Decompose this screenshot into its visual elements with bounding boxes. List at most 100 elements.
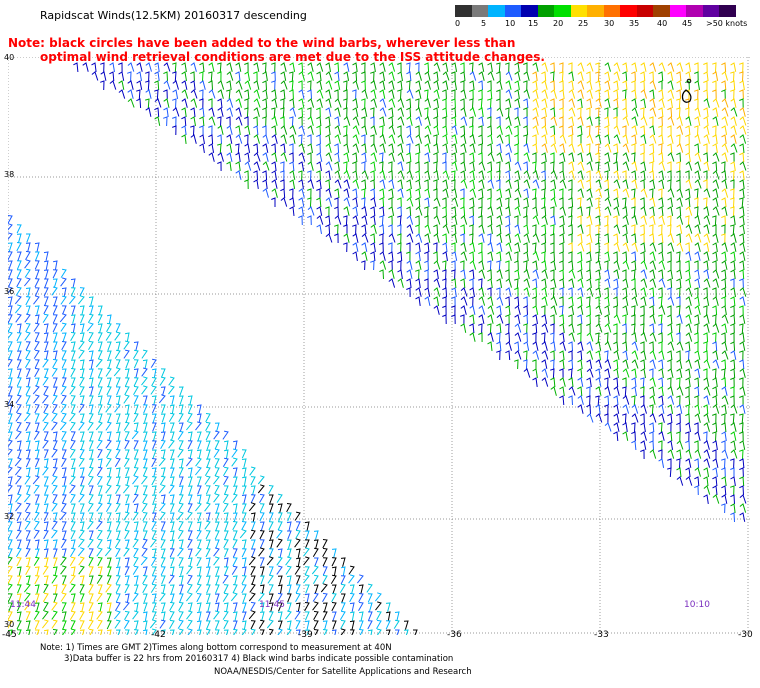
wind-barb xyxy=(276,538,283,548)
wind-barb xyxy=(730,341,736,352)
wind-barb xyxy=(181,134,187,144)
wind-barb xyxy=(149,619,157,629)
wind-barb xyxy=(649,305,655,316)
wind-barb xyxy=(703,458,711,468)
wind-barb xyxy=(622,332,627,343)
wind-barb xyxy=(658,431,665,441)
wind-barb xyxy=(577,341,584,351)
wind-barb xyxy=(739,224,745,234)
wind-barb xyxy=(730,359,736,370)
wind-barb xyxy=(424,179,429,190)
wind-barb xyxy=(694,395,699,406)
wind-barb xyxy=(160,629,166,635)
wind-barb xyxy=(388,71,395,81)
wind-barb xyxy=(123,547,130,557)
wind-barb xyxy=(352,62,358,72)
wind-barb xyxy=(406,278,412,288)
wind-barb xyxy=(33,556,40,566)
wind-barb xyxy=(161,422,166,432)
wind-barb xyxy=(188,521,193,531)
wind-barb xyxy=(159,592,166,602)
wind-barb xyxy=(88,602,94,612)
wind-barb xyxy=(523,152,530,162)
wind-barb xyxy=(61,287,67,297)
lat-label-34: 34 xyxy=(4,400,15,409)
wind-barb xyxy=(595,80,601,90)
wind-barb xyxy=(224,530,229,540)
wind-barb xyxy=(304,620,310,630)
wind-barb xyxy=(8,422,13,432)
wind-barb xyxy=(16,224,22,234)
wind-barb xyxy=(487,152,495,162)
wind-barb xyxy=(177,547,184,557)
wind-barb xyxy=(721,449,729,459)
wind-barb xyxy=(649,179,656,189)
wind-barb xyxy=(613,422,620,432)
wind-barb xyxy=(523,62,528,72)
wind-barb xyxy=(568,224,573,235)
wind-barb xyxy=(505,278,512,288)
wind-barb xyxy=(631,287,638,297)
wind-barb xyxy=(379,125,384,136)
wind-barb xyxy=(505,89,513,99)
wind-barb xyxy=(271,188,278,198)
wind-barb xyxy=(406,206,412,217)
wind-barb xyxy=(631,71,636,82)
wind-barb xyxy=(8,251,13,261)
wind-barb xyxy=(361,197,366,208)
wind-barb xyxy=(52,494,58,504)
wind-barb xyxy=(343,233,350,243)
wind-barb xyxy=(322,592,328,603)
wind-barb xyxy=(586,197,593,207)
wind-barb xyxy=(487,305,495,315)
wind-barb xyxy=(397,71,403,81)
wind-barb xyxy=(577,296,583,307)
wind-barb xyxy=(15,412,22,422)
wind-barb xyxy=(322,566,328,576)
wind-barb xyxy=(42,610,49,620)
wind-barb xyxy=(352,215,359,225)
wind-barb xyxy=(712,161,718,172)
wind-barb xyxy=(424,161,429,172)
wind-barb xyxy=(151,467,157,477)
wind-barb xyxy=(160,584,166,594)
wind-barb xyxy=(712,467,718,477)
wind-barb xyxy=(190,80,196,90)
wind-barb xyxy=(568,80,574,90)
wind-barb xyxy=(667,98,673,108)
legend-swatch xyxy=(587,5,604,17)
wind-barb xyxy=(298,161,305,171)
wind-barb xyxy=(213,556,220,566)
wind-barb xyxy=(361,170,369,180)
wind-barb xyxy=(712,80,717,90)
wind-barb xyxy=(196,557,202,567)
wind-barb xyxy=(424,89,429,100)
wind-barb xyxy=(460,296,468,306)
wind-barb xyxy=(24,277,31,287)
wind-barb xyxy=(34,359,40,369)
wind-barb xyxy=(514,134,519,145)
wind-barb xyxy=(145,71,150,82)
wind-barb xyxy=(676,359,683,369)
wind-barb xyxy=(133,584,139,594)
wind-barb xyxy=(25,350,31,360)
wind-barb xyxy=(370,152,377,162)
wind-barb xyxy=(739,89,744,100)
wind-barb xyxy=(244,143,251,153)
wind-barb xyxy=(667,143,673,154)
wind-barb xyxy=(613,368,619,378)
wind-barb xyxy=(712,494,720,504)
wind-barb xyxy=(232,476,238,486)
wind-barb xyxy=(241,476,247,486)
wind-barb xyxy=(568,233,573,243)
wind-barb xyxy=(460,206,466,217)
wind-barb xyxy=(550,125,556,136)
wind-barb xyxy=(478,188,484,199)
wind-barb xyxy=(123,484,130,494)
wind-barb xyxy=(343,161,348,172)
wind-barb xyxy=(514,260,519,271)
wind-barb xyxy=(388,80,395,90)
wind-barb xyxy=(658,197,664,207)
wind-barb xyxy=(276,556,283,566)
wind-barb xyxy=(469,71,477,81)
